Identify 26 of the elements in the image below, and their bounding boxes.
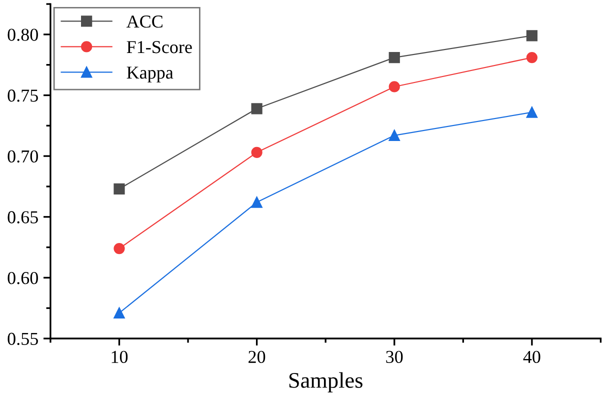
point xyxy=(388,81,400,92)
point xyxy=(526,52,538,64)
x-tick-label: 40 xyxy=(523,350,540,364)
point xyxy=(114,307,125,319)
x-axis-title: Samples xyxy=(289,372,362,392)
y-tick-label: 0.75 xyxy=(8,90,38,102)
point xyxy=(251,146,262,158)
point xyxy=(388,130,400,141)
x-tick-label: 20 xyxy=(248,350,266,364)
point xyxy=(526,106,538,118)
legend-label: Kappa xyxy=(126,66,174,82)
point xyxy=(526,30,538,42)
x-tick-label: 10 xyxy=(112,350,128,364)
x-tick-label: 30 xyxy=(386,350,403,364)
y-tick-label: 0.80 xyxy=(8,28,38,41)
legend-label: F1-Score xyxy=(126,41,192,54)
y-tick-label: 0.60 xyxy=(8,272,38,284)
y-tick-label: 0.55 xyxy=(8,332,38,346)
point xyxy=(114,183,125,194)
y-tick-label: 0.65 xyxy=(8,211,38,224)
legend-label: ACC xyxy=(126,16,162,28)
point xyxy=(251,103,262,114)
point xyxy=(114,242,125,254)
y-tick-label: 0.70 xyxy=(8,150,38,163)
point xyxy=(388,52,400,64)
point xyxy=(251,196,262,208)
